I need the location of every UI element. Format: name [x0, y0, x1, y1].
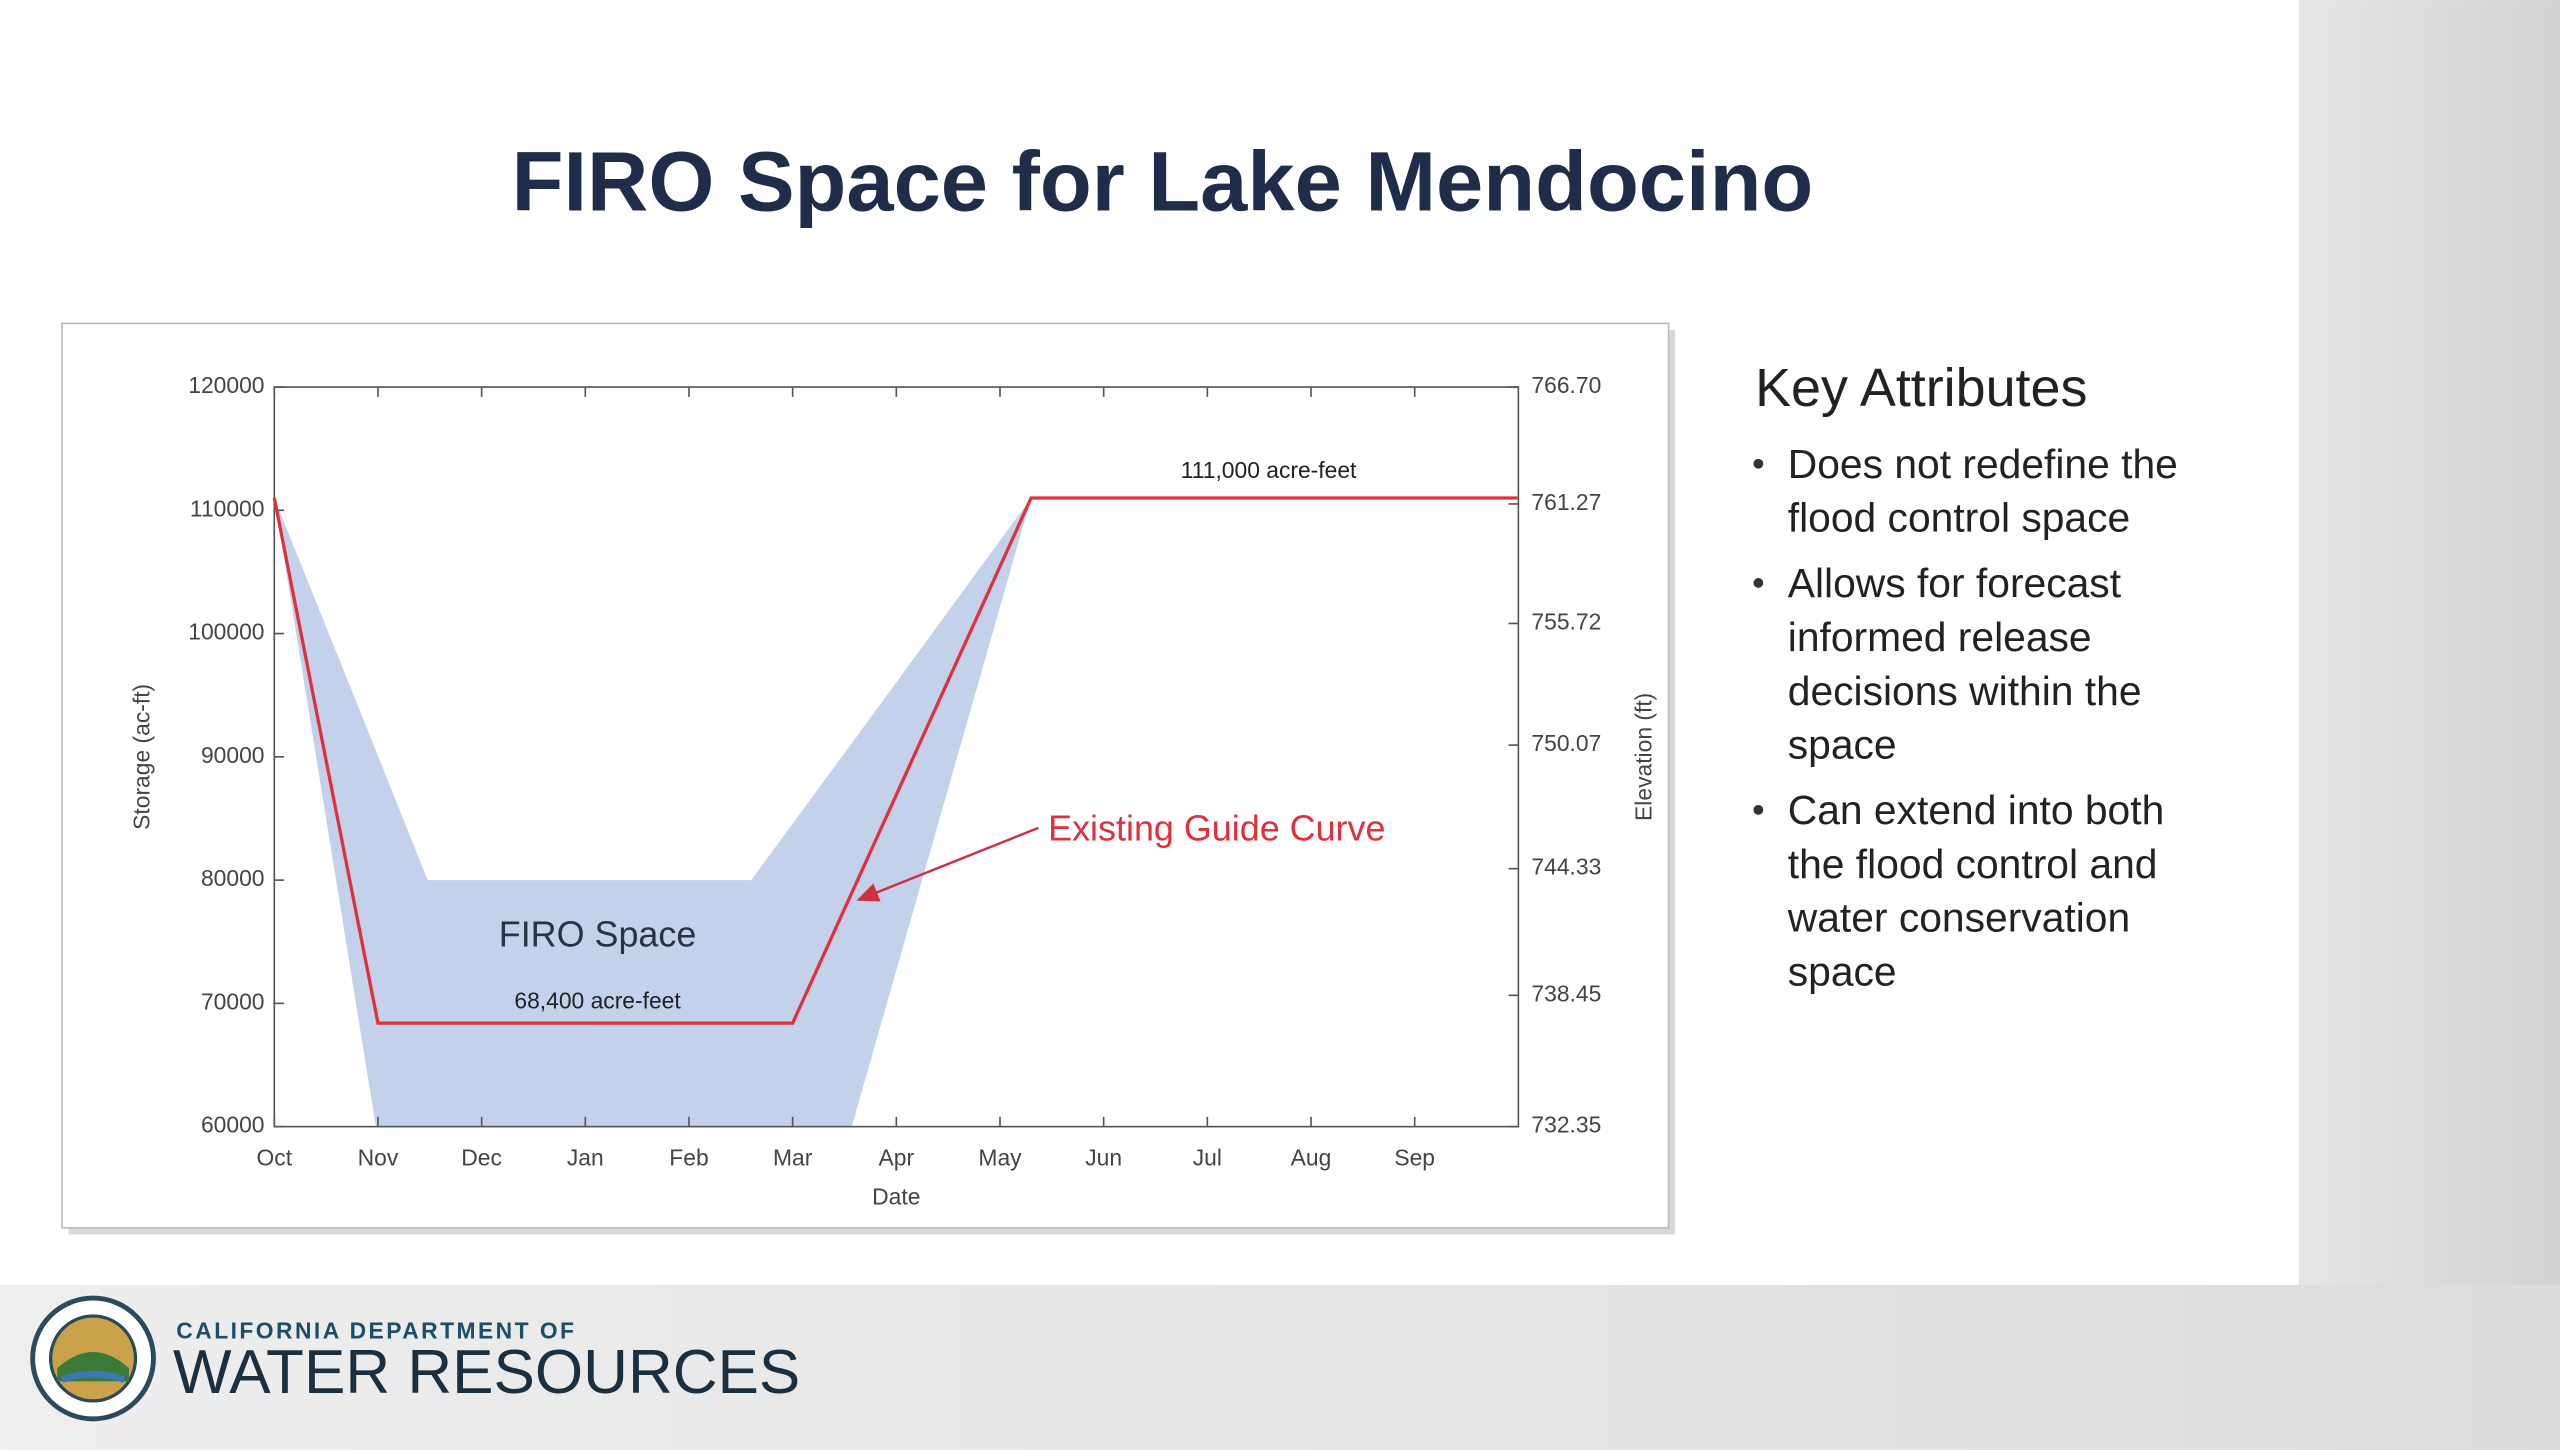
bullet-text: the flood control and: [1788, 841, 2158, 887]
x-tick-label: Jun: [1085, 1144, 1122, 1170]
y2-tick-label: 738.45: [1531, 980, 1601, 1006]
x-tick-label: Mar: [773, 1144, 813, 1170]
y2-tick-label: 755.72: [1531, 608, 1601, 634]
y-tick-label: 110000: [190, 495, 265, 521]
logo: [30, 1295, 156, 1422]
x-tick-label: Jul: [1193, 1144, 1222, 1170]
y2-tick-label: 761.27: [1531, 489, 1601, 515]
x-tick-label: Oct: [257, 1144, 293, 1170]
bullet-text: water conservation: [1787, 895, 2130, 941]
footer-band: [0, 1285, 2560, 1450]
footer-line2: WATER RESOURCES: [173, 1338, 800, 1407]
side-strip: [2298, 0, 2560, 1450]
y-tick-label: 120000: [188, 372, 264, 398]
series-label: Existing Guide Curve: [1048, 808, 1385, 849]
y-tick-label: 60000: [201, 1112, 265, 1138]
label-arrow: [856, 826, 1039, 902]
footer-line1: CALIFORNIA DEPARTMENT OF: [176, 1317, 576, 1343]
y2-axis-label: Elevation (ft): [1631, 693, 1657, 821]
x-tick-label: Feb: [669, 1144, 708, 1170]
band-label: FIRO Space: [499, 914, 697, 955]
x-tick-label: Dec: [461, 1144, 502, 1170]
y2-tick-label: 732.35: [1531, 1112, 1601, 1138]
y2-tick-label: 750.07: [1531, 730, 1601, 756]
bullet-text: space: [1788, 949, 1897, 995]
key-attributes: Key Attributes Does not redefine the flood…: [1753, 358, 2178, 995]
bullet-text: decisions within the: [1788, 668, 2142, 714]
y-axis-label: Storage (ac-ft): [129, 684, 155, 830]
bullet-text: Allows for forecast: [1788, 560, 2122, 606]
bullet-text: flood control space: [1788, 495, 2130, 541]
x-tick-label: Apr: [879, 1144, 915, 1170]
bullet-dot: [1753, 578, 1764, 588]
bullet-text: Can extend into both: [1788, 787, 2165, 833]
annotation: 111,000 acre-feet: [1181, 457, 1357, 483]
bullet-text: Does not redefine the: [1788, 441, 2178, 487]
plot: 60000 70000 80000 90000 100000 110000 120000 73…: [129, 372, 1657, 1209]
y2-tick-label: 766.70: [1531, 372, 1601, 398]
y-tick-label: 80000: [201, 865, 265, 891]
y-tick-label: 100000: [188, 619, 264, 645]
bullet-text: informed release: [1788, 614, 2092, 660]
x-tick-label: Jan: [567, 1144, 604, 1170]
y2-tick-label: 744.33: [1531, 854, 1601, 880]
x-tick-label: May: [978, 1144, 1022, 1170]
x-tick-label: Nov: [358, 1144, 399, 1170]
bullet-dot: [1753, 805, 1764, 815]
annotation: 68,400 acre-feet: [514, 988, 681, 1014]
x-tick-label: Sep: [1394, 1144, 1435, 1170]
x-axis-label: Date: [872, 1184, 920, 1210]
bullet-dot: [1753, 458, 1764, 469]
bullet-text: space: [1788, 722, 1897, 768]
x-tick-label: Aug: [1291, 1144, 1332, 1170]
y-tick-label: 70000: [201, 988, 265, 1014]
key-heading: Key Attributes: [1755, 358, 2087, 418]
firo-band: [274, 497, 1032, 1127]
slide-title: FIRO Space for Lake Mendocino: [512, 133, 1814, 228]
y-tick-label: 90000: [201, 742, 265, 768]
guide-curve: [272, 496, 1519, 1025]
